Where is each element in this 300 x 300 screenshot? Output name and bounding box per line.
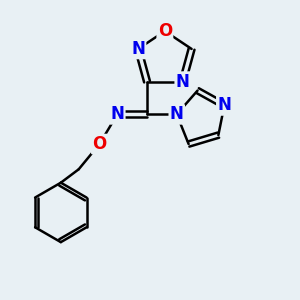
Text: N: N: [176, 73, 190, 91]
Text: N: N: [110, 105, 124, 123]
Text: O: O: [92, 135, 106, 153]
Text: N: N: [170, 105, 184, 123]
Text: N: N: [218, 96, 231, 114]
Text: N: N: [131, 40, 145, 58]
Text: O: O: [158, 22, 172, 40]
